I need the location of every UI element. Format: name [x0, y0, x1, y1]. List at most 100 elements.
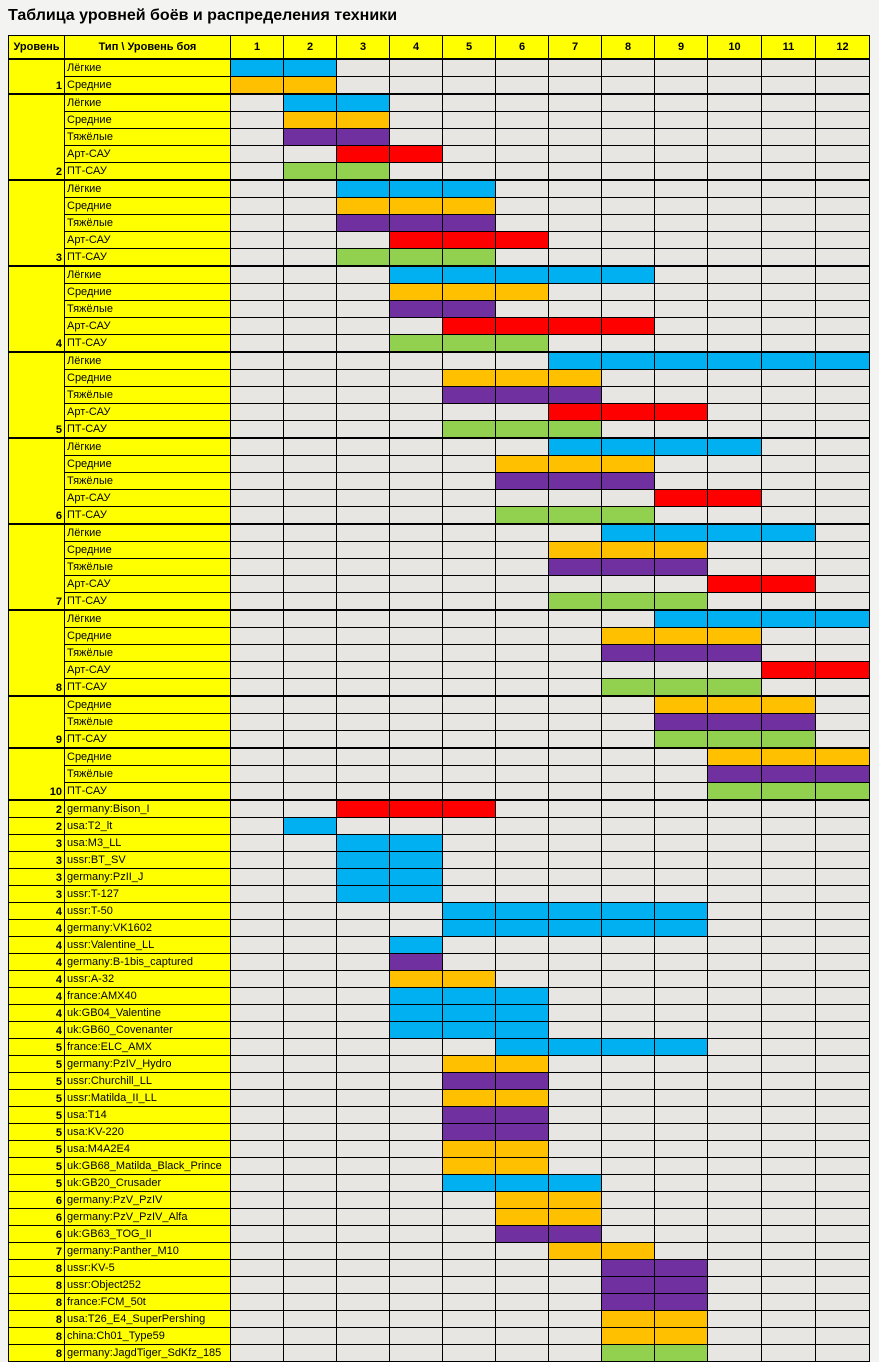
tier-cell-empty — [230, 1089, 284, 1107]
tier-cell-empty — [761, 386, 816, 404]
tier-cell-empty — [336, 1123, 390, 1141]
tier-cell-active — [442, 386, 496, 404]
tier-cell-active — [707, 523, 762, 542]
vehicle-type-label: Средние — [64, 369, 231, 387]
tier-cell-empty — [601, 747, 655, 766]
tier-cell-active — [548, 437, 602, 456]
tier-cell-empty — [707, 1276, 762, 1294]
tier-cell-active — [761, 782, 816, 801]
vehicle-level: 6 — [8, 1225, 65, 1243]
tier-cell-empty — [442, 834, 496, 852]
tier-cell-active — [601, 1242, 655, 1260]
tier-cell-empty — [707, 1055, 762, 1073]
tier-cell-empty — [230, 248, 284, 267]
tier-cell-empty — [442, 1225, 496, 1243]
tier-cell-empty — [761, 1242, 816, 1260]
tier-cell-empty — [283, 472, 337, 490]
vehicle-row: 3 ussr:BT_SV — [8, 851, 870, 869]
tier-cell-empty — [707, 76, 762, 95]
tier-cell-empty — [230, 111, 284, 129]
tier-cell-empty — [761, 179, 816, 198]
tier-cell-empty — [336, 765, 390, 783]
tier-cell-empty — [230, 93, 284, 112]
tier-cell-active — [495, 265, 549, 284]
tier-cell-empty — [601, 1089, 655, 1107]
tier-cell-empty — [548, 765, 602, 783]
tier-cell-empty — [761, 472, 816, 490]
tier-cell-empty — [442, 58, 496, 77]
tier-cell-empty — [442, 1310, 496, 1328]
tier-cell-active — [283, 76, 337, 95]
tier-cell-empty — [601, 695, 655, 714]
tier-cell-empty — [442, 76, 496, 95]
tier-cell-active — [283, 817, 337, 835]
tier-cell-empty — [336, 231, 390, 249]
tier-cell-empty — [707, 248, 762, 267]
tier-cell-empty — [230, 730, 284, 749]
tier-cell-empty — [707, 197, 762, 215]
tier-cell-empty — [707, 1123, 762, 1141]
tier-cell-empty — [442, 609, 496, 628]
vehicle-row: 4 germany:B-1bis_captured — [8, 953, 870, 971]
tier-cell-empty — [495, 765, 549, 783]
tier-cell-empty — [707, 592, 762, 611]
tier-cell-empty — [336, 506, 390, 525]
tier-cell-empty — [283, 987, 337, 1005]
tier-cell-empty — [230, 1106, 284, 1124]
tier-cell-empty — [336, 403, 390, 421]
tier-cell-empty — [230, 609, 284, 628]
tier-cell-empty — [707, 851, 762, 869]
tier-cell-empty — [283, 1259, 337, 1277]
tier-cell-empty — [336, 644, 390, 662]
tier-cell-active — [389, 248, 443, 267]
tier-cell-active — [601, 472, 655, 490]
tier-cell-empty — [654, 817, 708, 835]
tier-cell-empty — [495, 730, 549, 749]
type-row: 7 Лёгкие — [8, 523, 870, 611]
tier-cell-empty — [389, 1327, 443, 1345]
header-tier: 5 — [442, 35, 496, 60]
tier-cell-empty — [601, 489, 655, 507]
tier-cell-empty — [230, 1259, 284, 1277]
tier-cell-empty — [707, 128, 762, 146]
tier-cell-active — [442, 1123, 496, 1141]
tier-cell-empty — [761, 851, 816, 869]
tier-cell-empty — [815, 111, 870, 129]
tier-cell-empty — [761, 987, 816, 1005]
tier-cell-empty — [654, 506, 708, 525]
tier-cell-active — [495, 1038, 549, 1056]
vehicle-level: 2 — [8, 817, 65, 835]
tier-cell-empty — [815, 248, 870, 267]
tier-cell-empty — [230, 455, 284, 473]
tier-cell-active — [495, 987, 549, 1005]
tier-cell-empty — [389, 817, 443, 835]
tier-cell-empty — [601, 386, 655, 404]
tier-cell-empty — [442, 817, 496, 835]
tier-cell-empty — [601, 730, 655, 749]
vehicle-level: 8 — [8, 1276, 65, 1294]
tier-cell-empty — [283, 1174, 337, 1192]
tier-cell-empty — [707, 58, 762, 77]
tier-cell-empty — [389, 644, 443, 662]
tier-cell-empty — [230, 765, 284, 783]
type-row: 2 Лёгкие — [8, 93, 870, 181]
tier-cell-empty — [601, 1208, 655, 1226]
tier-cell-empty — [283, 713, 337, 731]
tier-cell-empty — [389, 1123, 443, 1141]
tier-cell-empty — [442, 1208, 496, 1226]
type-row: Арт-САУ — [9, 661, 870, 679]
tier-cell-empty — [495, 661, 549, 679]
tier-cell-empty — [601, 1174, 655, 1192]
vehicle-type-label: Лёгкие — [64, 179, 231, 198]
tier-cell-empty — [495, 162, 549, 181]
tier-cell-active — [548, 455, 602, 473]
tier-cell-empty — [495, 403, 549, 421]
tier-cell-active — [654, 713, 708, 731]
tier-cell-active — [601, 1344, 655, 1362]
tier-cell-empty — [815, 970, 870, 988]
tier-cell-active — [707, 609, 762, 628]
tier-cell-empty — [336, 782, 390, 801]
tier-cell-active — [707, 489, 762, 507]
tier-cell-empty — [761, 678, 816, 697]
tier-cell-empty — [283, 765, 337, 783]
